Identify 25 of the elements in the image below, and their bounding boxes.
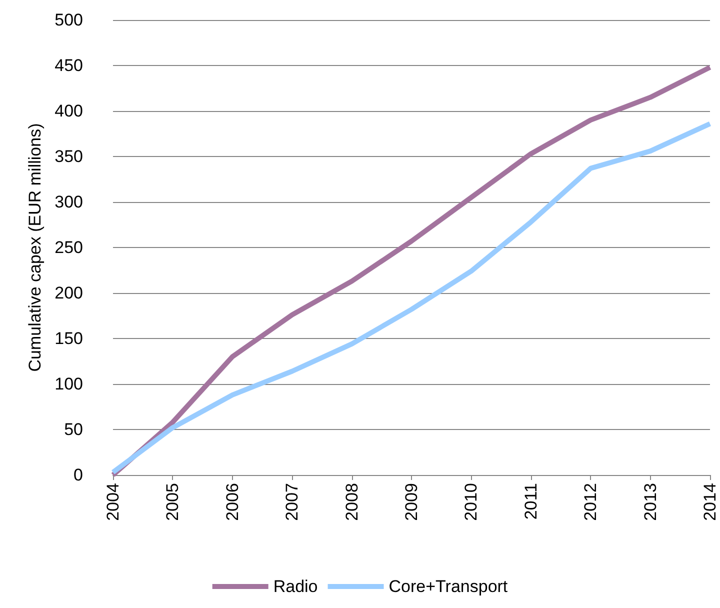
y-axis-title: Cumulative capex (EUR millions)	[26, 123, 45, 372]
x-tick-label: 2007	[282, 483, 302, 521]
x-tick-label: 2008	[342, 483, 362, 521]
x-tick-label: 2005	[163, 483, 182, 521]
x-tick-label: 2013	[640, 483, 660, 521]
y-tick-label: 150	[54, 329, 83, 348]
y-tick-label: 400	[54, 102, 83, 120]
x-tick-label: 2004	[104, 483, 122, 521]
y-tick-label: 0	[74, 466, 83, 484]
legend-label: Core+Transport	[388, 577, 508, 596]
x-tick-label: 2006	[222, 483, 242, 521]
y-tick-label: 350	[54, 147, 83, 166]
legend-label: Radio	[273, 577, 318, 596]
x-tick-label: 2012	[581, 483, 600, 521]
y-tick-label: 50	[64, 420, 83, 439]
x-tick-label: 2014	[700, 483, 720, 521]
y-tick-label: 450	[54, 56, 83, 75]
x-tick-label: 2010	[462, 483, 481, 521]
y-tick-label: 500	[54, 10, 83, 30]
y-tick-label: 300	[54, 192, 83, 212]
y-tick-label: 250	[54, 238, 83, 257]
x-tick-label: 2009	[402, 483, 421, 521]
x-tick-label: 2011	[521, 483, 540, 520]
y-tick-label: 200	[54, 284, 83, 302]
y-tick-label: 100	[54, 374, 83, 394]
